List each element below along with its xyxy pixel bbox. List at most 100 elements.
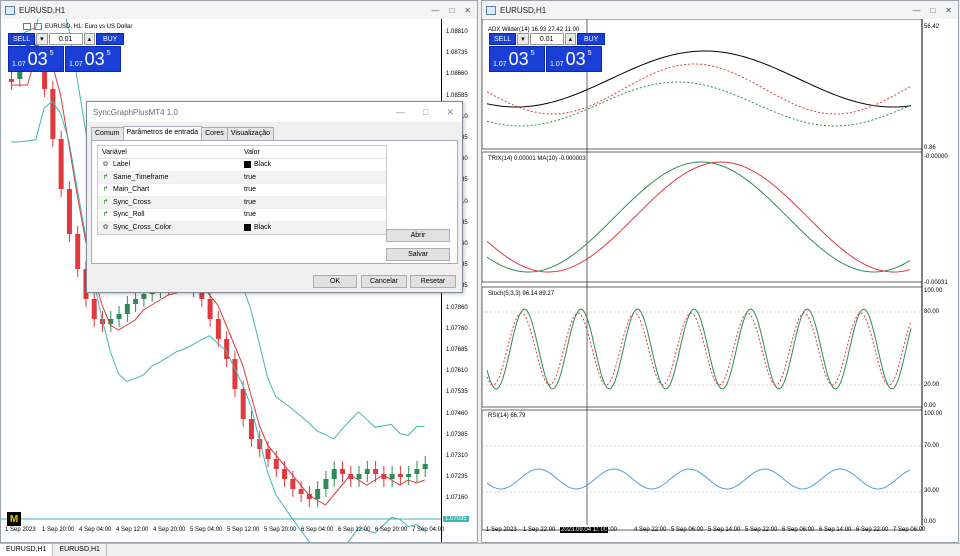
price-tick-label: 1.08660 [446,71,468,78]
trix-signal-line [486,161,911,273]
buy-button[interactable]: BUY [577,33,606,45]
color-swatch [244,161,251,169]
parameter-row[interactable]: ✿ Sync_Cross_Color Black [98,221,386,234]
sell-price-big: 03 [27,49,48,69]
parameter-name: ↱ Sync_Roll [98,211,240,218]
ok-button[interactable]: OK [313,275,357,288]
time-tick-label: 5 Sep 04:00 [190,527,223,533]
dialog-tabs: Comum Parâmetros de entrada Cores Visual… [91,126,274,140]
time-tick-label: p 14:00 [597,527,618,533]
price-tick-label: 1.07610 [446,368,468,375]
candle-body [348,474,354,479]
moving-average-line [11,49,425,506]
parameter-value[interactable]: Black [240,223,386,231]
parameter-row[interactable]: ↱ Same_Timeframe true [98,171,386,184]
time-tick-label: 4 Sep 04:00 [79,527,112,533]
candle-body [50,89,56,139]
parameter-row[interactable]: ✿ Label Black [98,159,386,172]
maximize-icon[interactable]: □ [930,5,936,15]
buy-price-button[interactable]: 1.07 03 5 [546,46,602,72]
candle-body [207,299,213,319]
cancel-button[interactable]: Cancelar [361,275,407,288]
open-button[interactable]: Abrir [386,229,450,242]
candle-body [323,479,329,489]
stoch-scale-0: 0.00 [924,403,936,409]
rsi-scale-100: 100.00 [924,411,943,417]
minimize-icon[interactable]: — [396,106,406,117]
sell-price-prefix: 1.07 [12,61,26,68]
sell-price-button[interactable]: 1.07 03 5 [489,46,545,72]
candle-body [422,464,428,469]
indicator-panel-frame [482,286,923,408]
buy-button[interactable]: BUY [96,33,125,45]
candle-body [108,319,114,324]
maximize-icon[interactable]: □ [423,106,429,117]
parameter-row[interactable]: ↱ Sync_Roll true [98,209,386,222]
tab-visualization[interactable]: Visualização [226,127,274,140]
parameter-value-text: Black [254,223,272,231]
current-price-label: 1.07035 [443,516,469,522]
price-tick-label: 1.07760 [446,325,468,332]
left-window-titlebar[interactable]: EURUSD,H1 — □ ✕ [1,1,477,19]
minimize-icon[interactable]: — [431,5,440,15]
parameter-row[interactable]: ↱ Sync_Cross true [98,196,386,209]
tab-common[interactable]: Comum [91,127,124,140]
candle-body [298,489,304,494]
tab-colors[interactable]: Cores [201,127,228,140]
price-tick-label: 1.07860 [446,304,468,311]
parameter-value[interactable]: true [240,211,386,218]
minimize-icon[interactable]: — [912,5,921,15]
parameter-label: Sync_Cross_Color [113,223,172,231]
right-chart-window[interactable]: EURUSD,H1 — □ ✕ ADX Wilder(14) 16.93 27.… [481,0,959,543]
buy-price-button[interactable]: 1.07 03 5 [65,46,121,72]
right-window-titlebar[interactable]: EURUSD,H1 — □ ✕ [482,1,958,19]
price-tick-label: 1.07385 [446,431,468,438]
dialog-titlebar[interactable]: SyncGraphPlusMT4 1.0 — □ ✕ [87,102,462,122]
candle-body [248,419,254,439]
price-tick-label: 1.08735 [446,50,468,57]
sell-button[interactable]: SELL [489,33,517,45]
candle-body [414,469,420,474]
time-tick-label: 6 Sep 22:00 [856,527,889,533]
parameter-value[interactable]: true [240,174,386,181]
candle-body [282,469,288,479]
parameter-value[interactable]: true [240,186,386,193]
parameter-value[interactable]: Black [240,161,386,169]
sell-price-button[interactable]: 1.07 03 5 [8,46,64,72]
dialog-controls: — □ ✕ [396,107,462,118]
header-variable: Variável [102,148,127,156]
chart-tab-2[interactable]: EURUSD,H1 [53,544,107,556]
tab-inputs[interactable]: Parâmetros de entrada [122,126,203,140]
time-tick-label: 1 Sep 22:00 [523,527,556,533]
chart-candle-icon [34,23,42,30]
dialog-title: SyncGraphPlusMT4 1.0 [93,107,178,117]
bool-param-icon: ↱ [102,186,109,194]
time-tick-label: 6 Sep 14:00 [819,527,852,533]
sell-price-sup: 5 [49,50,54,57]
lot-down-icon[interactable]: ▾ [36,33,48,45]
lot-size-input[interactable]: 0.01 [48,33,83,45]
buy-price-big: 03 [84,49,105,69]
lot-down-icon[interactable]: ▾ [517,33,529,45]
price-chart-canvas[interactable] [1,1,441,543]
lot-up-icon[interactable]: ▴ [564,33,577,45]
reset-button[interactable]: Resetar [410,275,456,288]
maximize-icon[interactable]: □ [449,5,455,15]
parameter-row[interactable]: ↱ Main_Chart true [98,184,386,197]
candle-body [215,319,221,339]
parameter-value[interactable]: true [240,199,386,206]
time-tick-label: 1 Sep 2023 [486,527,517,533]
candle-body [389,474,395,479]
save-button[interactable]: Salvar [386,248,450,261]
lot-up-icon[interactable]: ▴ [83,33,96,45]
lot-size-input[interactable]: 0.01 [529,33,564,45]
sell-button[interactable]: SELL [8,33,36,45]
time-tick-label: 5 Sep 22:00 [745,527,778,533]
indicator-panels[interactable] [482,19,959,543]
close-icon[interactable]: ✕ [464,5,471,15]
stoch-main-line [486,308,912,390]
chart-tab-1[interactable]: EURUSD,H1 [0,544,54,556]
close-icon[interactable]: ✕ [446,106,454,117]
rsi-scale-70: 70.00 [924,443,940,449]
close-icon[interactable]: ✕ [945,5,952,15]
